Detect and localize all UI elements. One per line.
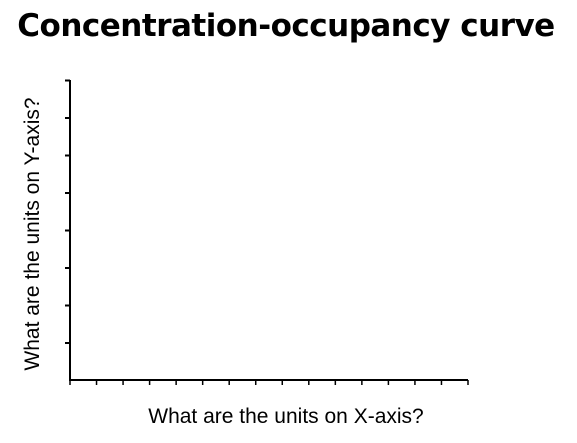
- chart-title: Concentration-occupancy curve: [17, 8, 555, 44]
- x-axis-label: What are the units on X-axis?: [148, 405, 424, 428]
